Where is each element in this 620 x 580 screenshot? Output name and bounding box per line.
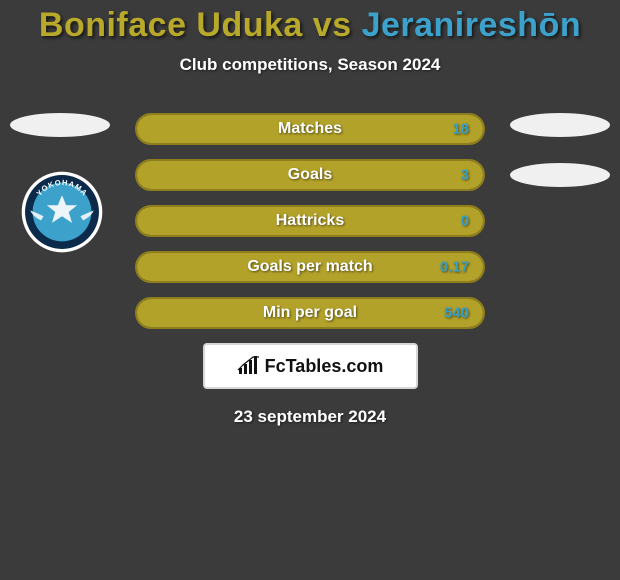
brand-box[interactable]: FcTables.com xyxy=(203,343,418,389)
stat-label: Min per goal xyxy=(137,304,483,322)
stat-value: 18 xyxy=(452,121,469,138)
right-avatar-slot xyxy=(510,101,610,201)
stat-label: Matches xyxy=(137,120,483,138)
stat-bar: Min per goal 540 xyxy=(135,297,485,329)
avatar-placeholder-ellipse xyxy=(10,113,110,137)
player1-name: Boniface Uduka xyxy=(39,6,303,44)
subtitle: Club competitions, Season 2024 xyxy=(0,55,620,75)
stats-bars: Matches 18 Goals 3 Hattricks 0 Goals per… xyxy=(135,113,485,329)
stat-label: Goals per match xyxy=(137,258,483,276)
stat-value: 540 xyxy=(444,305,469,322)
stat-value: 3 xyxy=(461,167,469,184)
content-area: Matches 18 Goals 3 Hattricks 0 Goals per… xyxy=(0,113,620,427)
stat-bar: Hattricks 0 xyxy=(135,205,485,237)
chart-icon xyxy=(237,356,261,376)
page-title: Boniface Uduka vs Jeranireshōn xyxy=(0,6,620,45)
vs-label: vs xyxy=(313,6,352,44)
avatar-placeholder-ellipse xyxy=(510,163,610,187)
stat-label: Hattricks xyxy=(137,212,483,230)
stat-value: 0 xyxy=(461,213,469,230)
avatar-placeholder-ellipse xyxy=(510,113,610,137)
player2-name: Jeranireshōn xyxy=(362,6,582,44)
stat-value: 0.17 xyxy=(440,259,469,276)
date-label: 23 september 2024 xyxy=(0,407,620,427)
club-badge: YOKOHAMA xyxy=(20,170,104,254)
stat-label: Goals xyxy=(137,166,483,184)
brand-text: FcTables.com xyxy=(265,356,384,377)
stat-bar: Goals 3 xyxy=(135,159,485,191)
stat-bar: Matches 18 xyxy=(135,113,485,145)
stat-bar: Goals per match 0.17 xyxy=(135,251,485,283)
comparison-card: Boniface Uduka vs Jeranireshōn Club comp… xyxy=(0,0,620,580)
